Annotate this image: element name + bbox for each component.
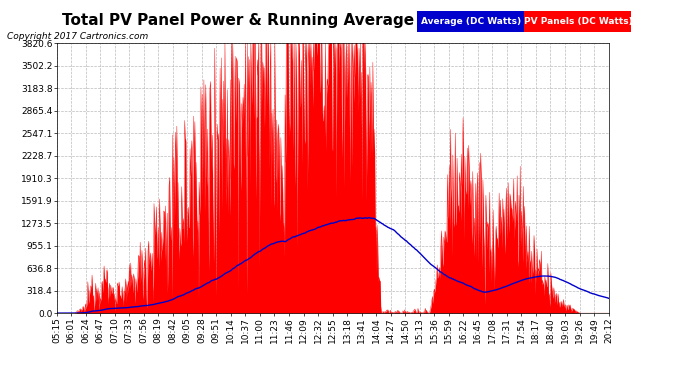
- Text: Copyright 2017 Cartronics.com: Copyright 2017 Cartronics.com: [7, 32, 148, 41]
- Bar: [524, 11, 631, 32]
- Text: Average (DC Watts): Average (DC Watts): [421, 17, 521, 26]
- Text: Total PV Panel Power & Running Average Power Mon Jun 19 20:34: Total PV Panel Power & Running Average P…: [62, 13, 628, 28]
- Text: PV Panels (DC Watts): PV Panels (DC Watts): [524, 17, 632, 26]
- Bar: [417, 11, 524, 32]
